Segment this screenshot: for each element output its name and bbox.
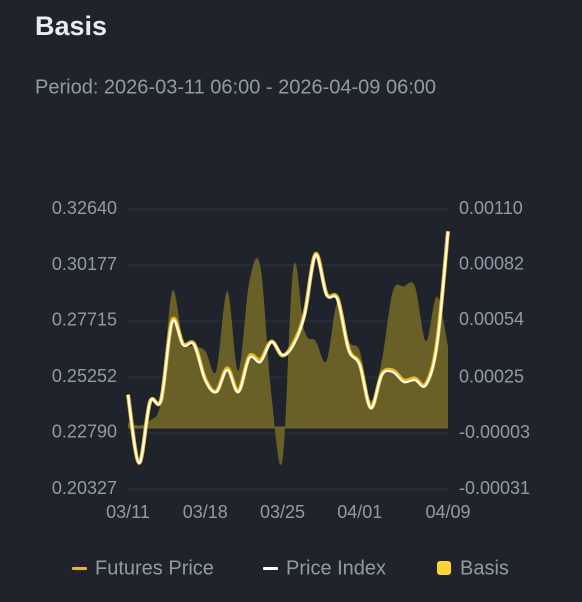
y-tick-label: 0.32640 <box>52 198 117 218</box>
legend-label: Basis <box>460 557 509 579</box>
chart-title: Basis <box>35 11 107 41</box>
y2-tick-label: 0.00110 <box>459 198 523 218</box>
y2-tick-label: -0.00031 <box>459 478 530 498</box>
y-tick-label: 0.22790 <box>52 422 117 442</box>
y2-tick-label: -0.00003 <box>459 422 530 442</box>
y2-tick-label: 0.00054 <box>459 309 524 329</box>
x-tick-label: 03/25 <box>260 502 305 522</box>
chart-subtitle: Period: 2026-03-11 06:00 - 2026-04-09 06… <box>35 76 436 98</box>
y-tick-label: 0.27715 <box>52 310 117 330</box>
legend-label: Futures Price <box>95 557 214 579</box>
x-tick-label: 04/09 <box>425 502 470 522</box>
y2-tick-label: 0.00082 <box>459 253 524 273</box>
y-tick-label: 0.20327 <box>52 478 117 498</box>
x-tick-label: 03/11 <box>106 502 150 522</box>
x-tick-label: 04/01 <box>337 502 382 522</box>
x-tick-label: 03/18 <box>183 502 228 522</box>
legend-swatch <box>72 567 87 570</box>
legend-swatch <box>437 561 451 575</box>
y-tick-label: 0.30177 <box>52 254 117 274</box>
y-tick-label: 0.25252 <box>52 366 117 386</box>
basis-area <box>128 258 448 466</box>
legend-label: Price Index <box>286 557 386 579</box>
line-series <box>126 231 450 465</box>
y2-tick-label: 0.00025 <box>459 367 524 387</box>
legend-swatch <box>263 567 278 570</box>
